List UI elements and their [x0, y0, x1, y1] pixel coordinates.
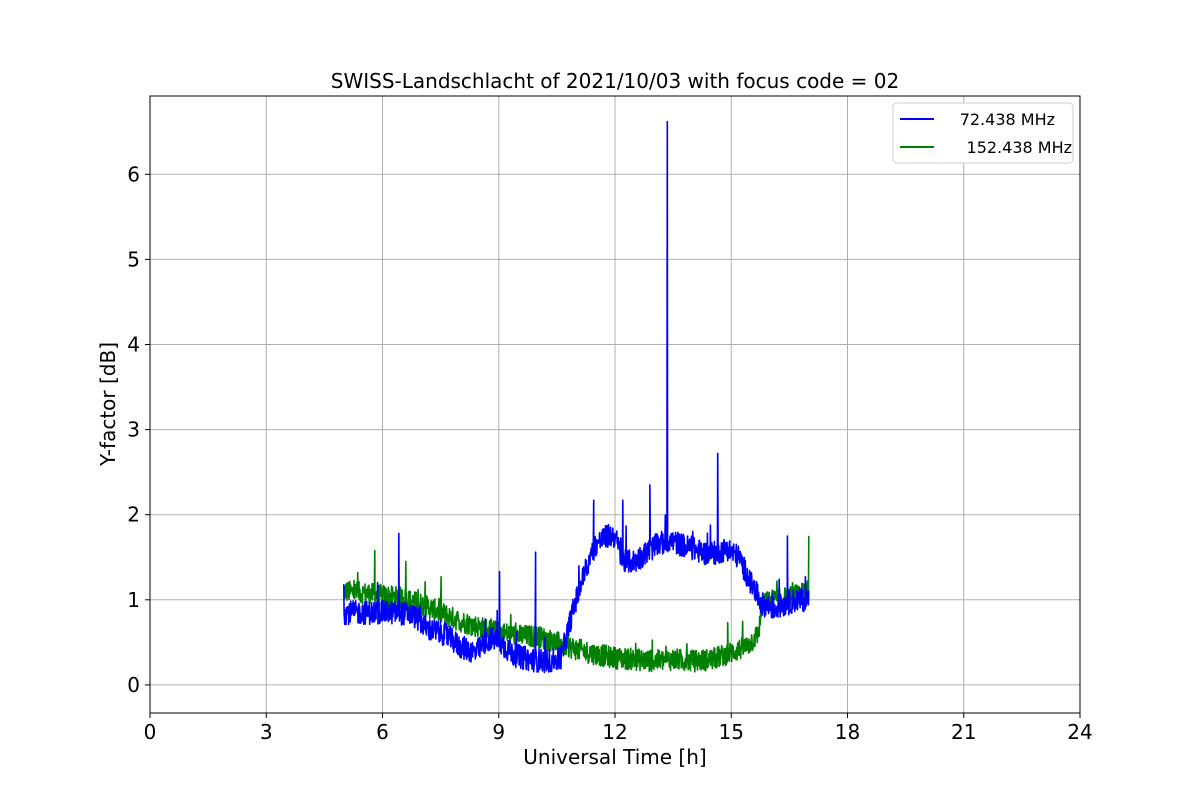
y-tick-label: 0	[127, 673, 140, 697]
x-tick-label: 0	[144, 720, 157, 744]
y-tick-label: 5	[127, 247, 140, 271]
series-line-152mhz	[343, 535, 810, 673]
x-tick-label: 12	[602, 720, 627, 744]
series-layer	[343, 120, 810, 674]
legend: 72.438 MHz 152.438 MHz	[892, 102, 1074, 164]
y-axis-label: Y-factor [dB]	[96, 342, 120, 467]
x-tick-label: 9	[492, 720, 505, 744]
y-tick-label: 4	[127, 333, 140, 357]
y-tick-label: 3	[127, 418, 140, 442]
legend-label-152mhz: 152.438 MHz	[967, 138, 1072, 157]
x-tick-label: 24	[1067, 720, 1092, 744]
legend-box	[892, 102, 1074, 164]
y-tick-label: 1	[127, 588, 140, 612]
y-tick-label: 6	[127, 162, 140, 186]
x-axis-label: Universal Time [h]	[523, 745, 706, 769]
legend-label-72mhz: 72.438 MHz	[960, 110, 1055, 129]
x-tick-label: 3	[260, 720, 273, 744]
x-tick-label: 15	[719, 720, 744, 744]
chart-title: SWISS-Landschlacht of 2021/10/03 with fo…	[331, 69, 899, 93]
x-tick-label: 18	[835, 720, 860, 744]
x-tick-label: 21	[951, 720, 976, 744]
series-line-72mhz	[343, 120, 810, 674]
y-tick-label: 2	[127, 503, 140, 527]
x-tick-label: 6	[376, 720, 389, 744]
